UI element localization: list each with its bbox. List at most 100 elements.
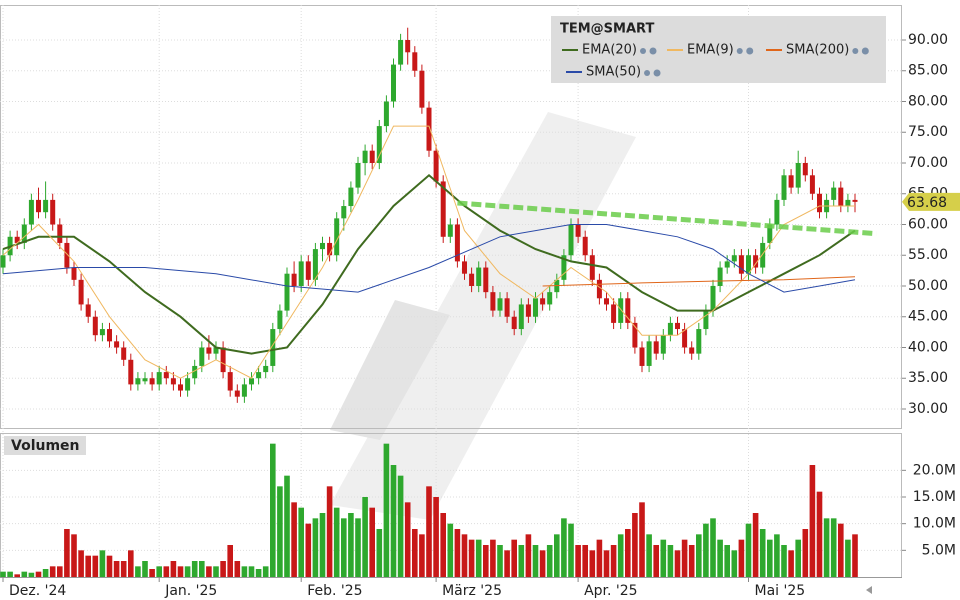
volume-bar — [490, 539, 496, 577]
candle-body — [263, 365, 269, 373]
volume-bar — [575, 545, 581, 577]
volume-bar — [120, 561, 127, 577]
candle-body — [284, 273, 290, 311]
volume-bar — [518, 545, 525, 577]
volume-bar — [468, 539, 475, 577]
candle-body — [121, 347, 127, 360]
candle-body — [426, 107, 432, 151]
volume-bar — [546, 545, 553, 577]
volume-bar — [113, 561, 120, 577]
volume-tick-label: 15.0M — [913, 489, 956, 505]
legend-icon — [861, 47, 869, 55]
candle-body — [249, 378, 254, 385]
candle-body — [14, 236, 20, 243]
volume-bar — [603, 550, 610, 577]
candle-body — [320, 242, 325, 250]
volume-bar — [390, 465, 397, 577]
candle-body — [795, 162, 801, 188]
volume-bar — [788, 550, 794, 577]
candle-body — [817, 193, 822, 213]
candle-body — [419, 70, 425, 108]
volume-bar — [525, 534, 532, 577]
volume-bar — [767, 539, 773, 577]
volume-bar — [596, 539, 603, 577]
volume-bar — [156, 566, 162, 577]
candle-body — [71, 267, 77, 280]
candle-body — [717, 267, 723, 286]
candle-body — [50, 199, 56, 225]
volume-bar — [795, 539, 801, 577]
candle-body — [809, 175, 815, 194]
candle-body — [355, 162, 361, 188]
candle-body — [99, 329, 105, 336]
volume-bar — [14, 574, 20, 577]
candle-body — [632, 322, 638, 348]
volume-bar — [632, 513, 638, 577]
volume-bar — [738, 539, 745, 577]
candle-body — [220, 347, 226, 373]
volume-bar — [234, 561, 241, 577]
x-tick-label: Mai '25 — [755, 583, 806, 599]
candle-body — [256, 372, 262, 379]
volume-bar — [326, 486, 333, 577]
candle-body — [703, 310, 709, 330]
volume-bar — [610, 545, 617, 577]
volume-bar — [639, 502, 645, 577]
last-price-label: 63.68 — [907, 195, 947, 211]
candle-body — [178, 384, 183, 391]
volume-bar — [582, 545, 588, 577]
candle-body — [199, 347, 205, 366]
legend-icon — [653, 69, 661, 77]
candle-body — [582, 236, 588, 256]
volume-bar — [369, 507, 375, 577]
candle-body — [738, 255, 744, 274]
candle-body — [0, 255, 6, 268]
volume-bar — [674, 550, 681, 577]
y-tick-label: 30.00 — [908, 401, 948, 417]
volume-bar — [142, 561, 148, 577]
volume-bar — [838, 523, 844, 577]
volume-bar — [270, 443, 276, 577]
candle-body — [646, 341, 652, 366]
candle-body — [369, 150, 375, 163]
candle-body — [568, 224, 574, 256]
scroll-arrow[interactable] — [866, 586, 872, 594]
candle-body — [270, 329, 276, 366]
volume-bar — [248, 566, 255, 577]
candle-body — [788, 175, 794, 188]
candle-body — [547, 292, 553, 305]
y-tick-label: 50.00 — [908, 278, 948, 294]
volume-bar — [561, 518, 567, 577]
candle-body — [540, 298, 546, 305]
candle-body — [518, 304, 524, 330]
candle-body — [376, 126, 382, 163]
volume-bar — [852, 534, 858, 577]
volume-bar — [99, 550, 106, 577]
volume-bar — [7, 571, 13, 577]
candle-body — [391, 64, 396, 102]
candle-body — [774, 199, 780, 225]
candle-body — [21, 224, 27, 243]
volume-bar — [532, 545, 539, 577]
volume-bar — [688, 545, 695, 577]
candle-body — [760, 242, 766, 268]
candle-body — [852, 199, 858, 202]
candle-body — [64, 242, 70, 268]
candle-body — [511, 316, 517, 330]
volume-bar — [57, 566, 63, 577]
volume-bar — [759, 529, 766, 577]
trendline — [457, 200, 877, 237]
volume-bar — [731, 550, 738, 577]
volume-bar — [319, 513, 326, 577]
volume-bar — [781, 545, 787, 577]
candle-body — [440, 181, 446, 237]
candle-body — [312, 249, 318, 280]
legend-title: TEM@SMART — [560, 22, 654, 37]
candle-body — [639, 347, 645, 366]
legend-box — [551, 16, 886, 83]
legend-label: SMA(200) — [786, 43, 849, 58]
ma-line — [2, 125, 855, 379]
x-tick-label: Feb. '25 — [307, 583, 362, 599]
volume-bar — [28, 572, 35, 577]
volume-bar — [809, 465, 816, 577]
